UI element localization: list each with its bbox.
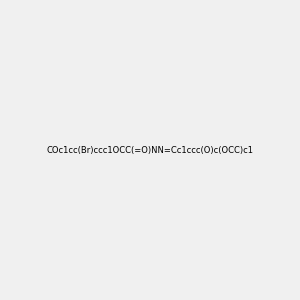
Text: COc1cc(Br)ccc1OCC(=O)NN=Cc1ccc(O)c(OCC)c1: COc1cc(Br)ccc1OCC(=O)NN=Cc1ccc(O)c(OCC)c… — [46, 146, 253, 154]
